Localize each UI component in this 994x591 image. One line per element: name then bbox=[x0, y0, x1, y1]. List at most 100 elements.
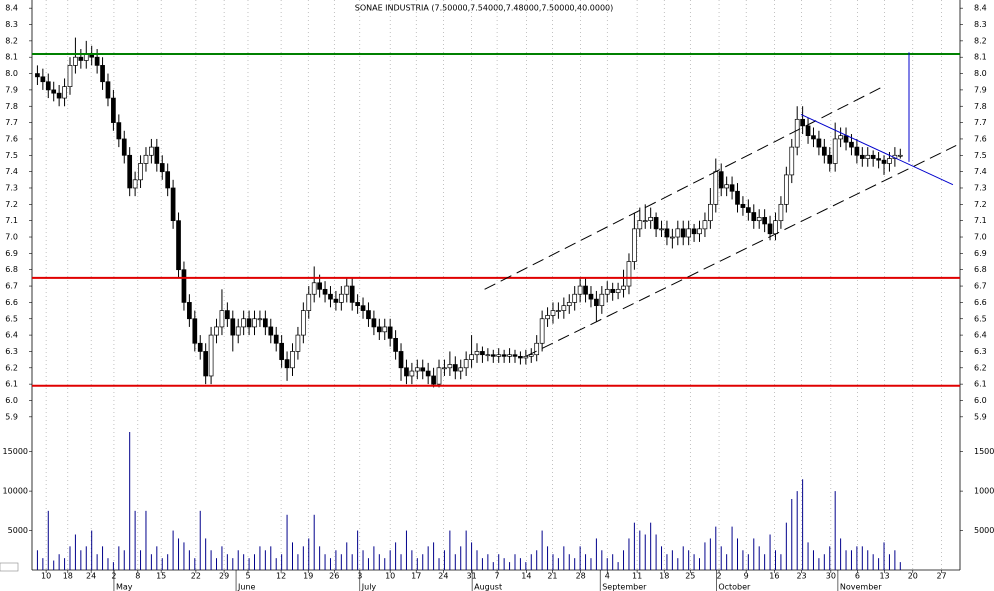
y-tick-label: 6.6 bbox=[5, 298, 18, 307]
y-tick-label: 7.2 bbox=[974, 200, 987, 209]
candle-body bbox=[105, 81, 111, 99]
candle-body bbox=[897, 154, 903, 157]
candle-body bbox=[838, 135, 843, 140]
candle-body bbox=[322, 288, 328, 295]
legend-box bbox=[0, 562, 19, 572]
candle-body bbox=[675, 228, 681, 238]
candle-body bbox=[545, 315, 550, 320]
y-tick-label: 7.0 bbox=[5, 233, 18, 242]
candle-body bbox=[648, 217, 654, 222]
candle-body bbox=[214, 326, 219, 336]
candle-body bbox=[45, 81, 51, 91]
x-tick-label: 20 bbox=[908, 572, 918, 581]
candle-body bbox=[556, 310, 561, 312]
y-tick-label: 8.0 bbox=[5, 69, 18, 78]
candle-body bbox=[414, 367, 420, 372]
y-tick-label: 5.9 bbox=[5, 412, 18, 421]
candle-body bbox=[338, 293, 344, 303]
candle-body bbox=[420, 367, 426, 372]
candle-body bbox=[279, 342, 284, 360]
candle-body bbox=[257, 318, 263, 321]
candle-body bbox=[425, 370, 431, 377]
candle-body bbox=[876, 158, 881, 161]
month-label: September bbox=[602, 583, 647, 591]
y-tick-label: 8.1 bbox=[5, 53, 18, 62]
candle-body bbox=[735, 190, 740, 205]
x-tick-label: 14 bbox=[521, 572, 531, 581]
candle-body bbox=[176, 220, 181, 271]
y-tick-label: 6.4 bbox=[5, 331, 18, 340]
candle-body bbox=[360, 305, 366, 311]
candle-body bbox=[691, 228, 697, 235]
x-tick-label: 2 bbox=[716, 572, 721, 581]
candle-body bbox=[680, 228, 686, 238]
candle-body bbox=[273, 334, 279, 344]
candle-body bbox=[306, 293, 312, 311]
candle-body bbox=[290, 351, 295, 369]
candle-body bbox=[181, 269, 187, 303]
candle-body bbox=[127, 154, 133, 189]
candle-body bbox=[588, 293, 594, 300]
candle-body bbox=[409, 370, 415, 377]
candle-body bbox=[702, 220, 708, 230]
x-tick-label: 12 bbox=[276, 572, 286, 581]
candle-body bbox=[632, 228, 637, 262]
candle-body bbox=[637, 220, 643, 230]
y-tick-label: 7.7 bbox=[5, 118, 18, 127]
y-tick-label: 7.7 bbox=[974, 118, 987, 127]
candle-body bbox=[463, 359, 469, 369]
candle-body bbox=[452, 364, 458, 372]
y-tick-label: 8.2 bbox=[5, 36, 18, 45]
candle-body bbox=[604, 288, 610, 295]
y-tick-label: 7.0 bbox=[974, 233, 987, 242]
y-tick-label: 6.3 bbox=[974, 347, 987, 356]
candle-body bbox=[94, 56, 100, 66]
candle-body bbox=[713, 171, 719, 205]
candle-body bbox=[404, 367, 409, 377]
volume-tick-label: 10000 bbox=[974, 487, 994, 496]
candle-body bbox=[800, 118, 805, 127]
candle-body bbox=[197, 342, 203, 352]
candle-body bbox=[436, 367, 442, 385]
candle-body bbox=[311, 282, 317, 295]
candle-body bbox=[376, 326, 382, 333]
y-tick-label: 6.2 bbox=[5, 363, 18, 372]
candle-body bbox=[170, 187, 176, 222]
y-tick-label: 7.5 bbox=[974, 151, 987, 160]
x-tick-label: 8 bbox=[135, 572, 140, 581]
y-tick-label: 6.9 bbox=[5, 249, 18, 258]
volume-tick-label: 10000 bbox=[3, 487, 28, 496]
y-tick-label: 6.9 bbox=[974, 249, 987, 258]
candle-body bbox=[78, 56, 84, 61]
y-tick-label: 7.6 bbox=[5, 134, 18, 143]
y-tick-label: 5.9 bbox=[974, 412, 987, 421]
x-tick-label: 26 bbox=[329, 572, 339, 581]
candle-body bbox=[594, 298, 599, 307]
candle-body bbox=[534, 342, 540, 356]
y-tick-label: 7.3 bbox=[5, 183, 18, 192]
candle-body bbox=[393, 338, 398, 352]
candle-body bbox=[539, 318, 545, 344]
candle-body bbox=[187, 302, 192, 320]
volume-tick-label: 5000 bbox=[8, 526, 28, 535]
x-tick-label: 18 bbox=[63, 572, 73, 581]
y-tick-label: 6.0 bbox=[5, 396, 18, 405]
x-tick-label: 9 bbox=[744, 572, 749, 581]
candle-body bbox=[615, 288, 621, 293]
candle-body bbox=[756, 217, 762, 222]
candle-body bbox=[263, 318, 268, 328]
y-tick-label: 6.3 bbox=[5, 347, 18, 356]
y-tick-label: 7.5 bbox=[5, 151, 18, 160]
candle-body bbox=[599, 293, 605, 307]
candle-body bbox=[284, 359, 290, 369]
candle-body bbox=[626, 261, 632, 287]
y-tick-label: 7.2 bbox=[5, 200, 18, 209]
candle-body bbox=[219, 310, 225, 328]
candle-body bbox=[208, 334, 214, 377]
y-tick-label: 8.3 bbox=[974, 20, 987, 29]
candle-body bbox=[642, 220, 648, 223]
month-label: August bbox=[474, 583, 502, 591]
y-tick-label: 7.8 bbox=[974, 102, 987, 111]
x-tick-label: 24 bbox=[86, 572, 96, 581]
x-tick-label: 21 bbox=[547, 572, 557, 581]
